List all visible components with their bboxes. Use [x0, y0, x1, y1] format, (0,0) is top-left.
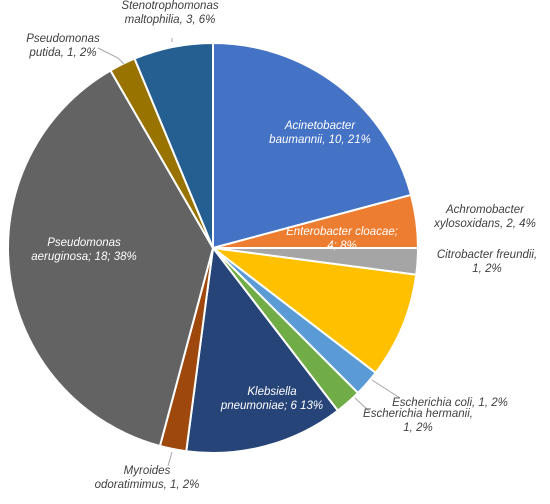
leader-line-pseudomonas-putida [97, 47, 125, 65]
data-label-escherichia-hermanii: Escherichia hermanii, 1, 2% [363, 408, 473, 434]
pie-slice-pseudomonas-aeruginosa [7, 69, 215, 448]
leader-line-myroides-odoratimimus [167, 451, 173, 467]
pie-slice-enterobacter-cloacae [209, 246, 418, 375]
data-label-stenotrophomonas-maltophilia: Stenotrophomonas maltophilia, 3, 6% [121, 0, 218, 26]
pie-slice-klebsiella-pneumoniae [185, 245, 340, 454]
data-label-escherichia-coli: Escherichia coli, 1, 2% [392, 397, 508, 409]
data-labels: Acinetobacter baumannii, 10, 21% Achromoba… [26, 0, 537, 491]
data-label-acinetobacter-baumannii: Acinetobacter baumannii, 10, 21% [269, 120, 371, 146]
leader-line-escherichia-coli [371, 379, 401, 399]
data-label-citrobacter-freundii: Citrobacter freundii, 1, 2% [437, 249, 537, 275]
pie-slice-acinetobacter-baumannii [212, 41, 413, 250]
data-label-pseudomonas-aeruginosa: Pseudomonas aeruginosa; 18; 38% [31, 237, 137, 263]
pie-slices [7, 41, 420, 454]
data-label-enterobacter-cloacae: Enterobacter cloacae; 4; 8% [286, 226, 398, 252]
pie-slice-stenotrophomonas-maltophilia [133, 41, 214, 249]
leader-line-escherichia-hermanii [354, 397, 371, 413]
data-label-klebsiella-pneumoniae: Klebsiella pneumoniae; 6 13% [220, 386, 323, 412]
data-label-achromobacter-xylosoxidans: Achromobacter xylosoxidans, 2, 4% [433, 204, 536, 230]
leader-lines [97, 38, 401, 467]
data-label-pseudomonas-putida: Pseudomonas putida, 1, 2% [26, 33, 100, 59]
data-label-myroides-odoratimimus: Myroides odoratimimus, 1, 2% [95, 465, 200, 491]
